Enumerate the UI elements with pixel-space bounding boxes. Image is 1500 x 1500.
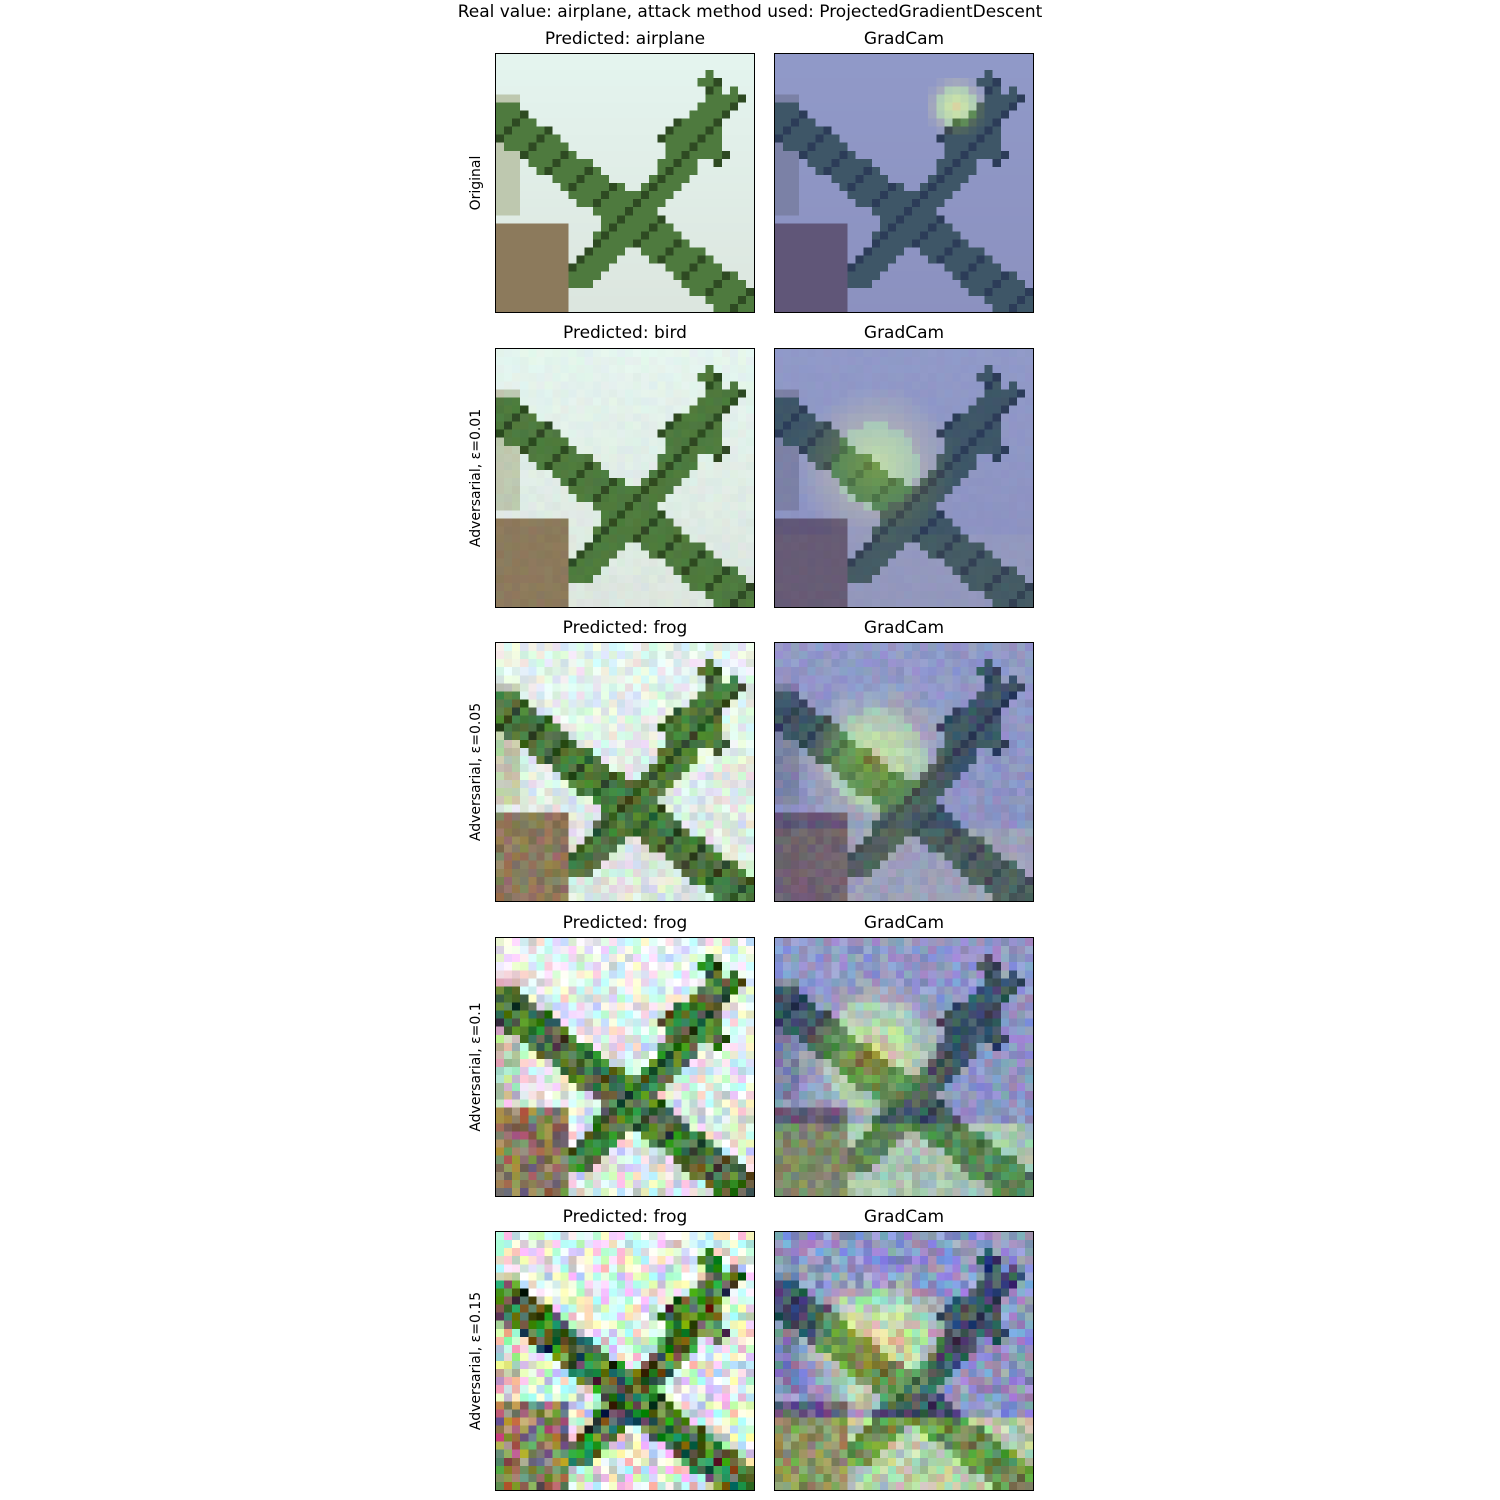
gradcam-original-canvas: [775, 54, 1033, 312]
image-adversarial-eps-0.01: [495, 348, 755, 608]
panel-title-eps-0.15-prediction: Predicted: frog: [495, 1206, 755, 1228]
gradcam-adversarial-eps-0.15: [774, 1231, 1034, 1491]
image-original: [495, 53, 755, 313]
panel-title-eps-0.01-gradcam: GradCam: [774, 322, 1034, 344]
image-adversarial-eps-0.1: [495, 937, 755, 1197]
panel-title-eps-0.1-gradcam: GradCam: [774, 912, 1034, 934]
panel-title-eps-0.1-prediction: Predicted: frog: [495, 912, 755, 934]
image-eps-0.05-canvas: [496, 643, 754, 901]
image-eps-0.15-canvas: [496, 1232, 754, 1490]
gradcam-original: [774, 53, 1034, 313]
panel-title-eps-0.05-gradcam: GradCam: [774, 617, 1034, 639]
panel-title-eps-0.05-prediction: Predicted: frog: [495, 617, 755, 639]
gradcam-eps-0.15-canvas: [775, 1232, 1033, 1490]
figure-title: Real value: airplane, attack method used…: [0, 1, 1500, 23]
gradcam-adversarial-eps-0.1: [774, 937, 1034, 1197]
image-original-canvas: [496, 54, 754, 312]
gradcam-adversarial-eps-0.01: [774, 348, 1034, 608]
image-eps-0.01-canvas: [496, 349, 754, 607]
image-adversarial-eps-0.15: [495, 1231, 755, 1491]
panel-title-original-prediction: Predicted: airplane: [495, 28, 755, 50]
gradcam-eps-0.1-canvas: [775, 938, 1033, 1196]
panel-title-eps-0.01-prediction: Predicted: bird: [495, 322, 755, 344]
panel-title-eps-0.15-gradcam: GradCam: [774, 1206, 1034, 1228]
gradcam-eps-0.05-canvas: [775, 643, 1033, 901]
gradcam-eps-0.01-canvas: [775, 349, 1033, 607]
gradcam-adversarial-eps-0.05: [774, 642, 1034, 902]
image-adversarial-eps-0.05: [495, 642, 755, 902]
image-eps-0.1-canvas: [496, 938, 754, 1196]
panel-title-original-gradcam: GradCam: [774, 28, 1034, 50]
